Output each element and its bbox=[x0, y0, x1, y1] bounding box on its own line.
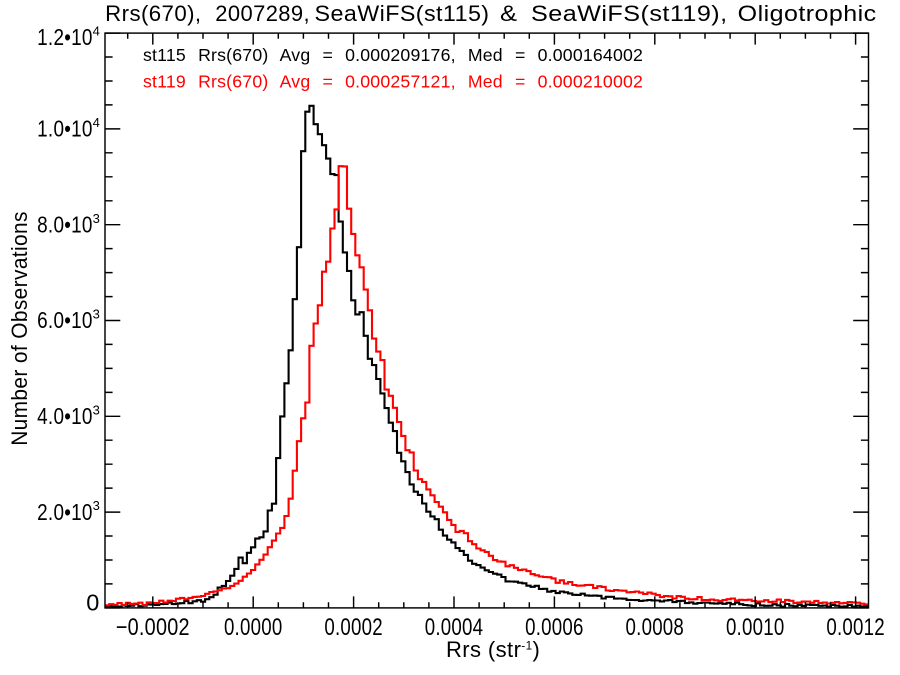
svg-text:6.0•103: 6.0•103 bbox=[37, 307, 100, 334]
svg-text:2.0•103: 2.0•103 bbox=[37, 498, 100, 525]
svg-text:0.0000: 0.0000 bbox=[224, 614, 283, 641]
svg-text:0.0002: 0.0002 bbox=[324, 614, 383, 641]
svg-text:Number of Observations: Number of Observations bbox=[7, 211, 32, 446]
svg-text:1.0•104: 1.0•104 bbox=[37, 115, 100, 142]
svg-text:4.0•103: 4.0•103 bbox=[37, 402, 100, 429]
svg-text:0: 0 bbox=[86, 589, 99, 615]
svg-text:Rrs(670),2007289,SeaWiFS(st115: Rrs(670), 2007289, SeaWiFS(st115) & SeaWiFS(… bbox=[105, 1, 876, 26]
svg-text:−0.0002: −0.0002 bbox=[116, 614, 190, 641]
svg-text:0.0008: 0.0008 bbox=[626, 614, 685, 641]
svg-text:0.0006: 0.0006 bbox=[525, 614, 584, 641]
svg-text:st115 Rrs(670) Avg = 0.0002091: st115 Rrs(670) Avg = 0.000209176, Med = … bbox=[143, 45, 643, 65]
svg-text:st119 Rrs(670) Avg = 0.0002571: st119 Rrs(670) Avg = 0.000257121, Med = … bbox=[143, 72, 643, 92]
svg-text:8.0•103: 8.0•103 bbox=[37, 211, 100, 238]
svg-text:0.0010: 0.0010 bbox=[726, 614, 785, 641]
svg-text:1.2•104: 1.2•104 bbox=[37, 24, 100, 51]
svg-text:0.0012: 0.0012 bbox=[826, 614, 885, 641]
svg-text:0.0004: 0.0004 bbox=[425, 614, 484, 641]
